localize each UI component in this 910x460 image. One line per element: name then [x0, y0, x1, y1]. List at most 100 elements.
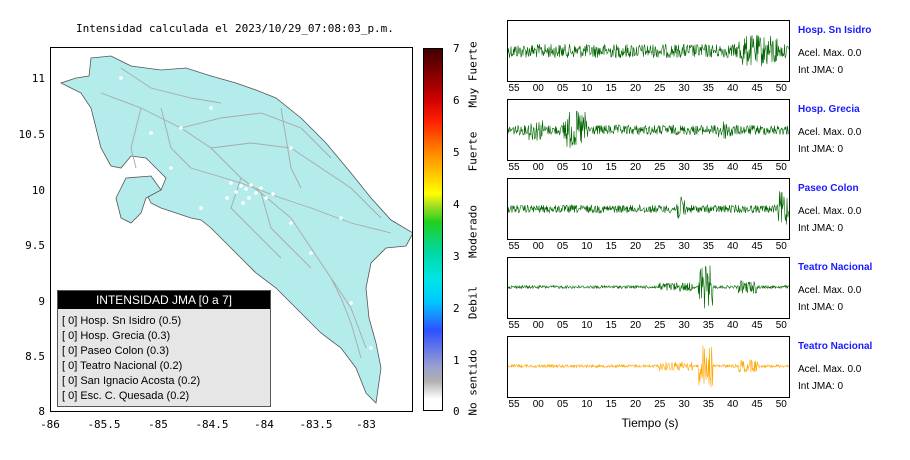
time-tick: 25	[654, 83, 666, 94]
time-tick: 10	[581, 162, 593, 173]
time-tick: 30	[678, 399, 690, 410]
map-y-tick: 11	[31, 72, 45, 85]
waveform-trace	[508, 191, 789, 225]
time-tick: 05	[557, 320, 569, 331]
waveform-trace	[508, 110, 789, 148]
time-tick: 50	[775, 83, 787, 94]
time-tick: 00	[532, 162, 544, 173]
time-tick: 00	[532, 320, 544, 331]
time-tick: 15	[605, 241, 617, 252]
waveform-panel	[507, 257, 790, 319]
station-max-accel: Acel. Max. 0.0	[798, 364, 862, 375]
intensity-legend: INTENSIDAD JMA [0 a 7] [ 0] Hosp. Sn Isi…	[57, 290, 271, 407]
legend-item: [ 0] Paseo Colon (0.3)	[62, 345, 170, 357]
station-jma-intensity: Int JMA: 0	[798, 65, 844, 76]
station-jma-intensity: Int JMA: 0	[798, 302, 844, 313]
time-tick: 55	[508, 320, 520, 331]
time-tick: 20	[629, 320, 642, 331]
station-max-accel: Acel. Max. 0.0	[798, 127, 862, 138]
waveform-trace	[508, 265, 789, 309]
waveform-panel	[507, 99, 790, 161]
station-jma-intensity: Int JMA: 0	[798, 144, 844, 155]
time-tick: 15	[605, 162, 617, 173]
time-tick: 05	[557, 162, 569, 173]
time-tick: 40	[727, 399, 739, 410]
waveform-trace	[508, 35, 789, 67]
map-x-tick: -84.5	[195, 418, 229, 431]
colorbar-tick: 6	[453, 94, 460, 107]
time-tick: 35	[702, 241, 714, 252]
time-tick: 55	[508, 399, 520, 410]
map-y-tick: 9	[38, 295, 45, 308]
waveform-panel	[507, 20, 790, 82]
map-y-tick: 10.5	[18, 128, 46, 141]
legend-item: [ 0] Esc. C. Quesada (0.2)	[62, 390, 190, 402]
waveform-trace	[508, 345, 789, 388]
station-name: Hosp. Grecia	[798, 104, 860, 115]
colorbar-label: No sentido	[466, 349, 480, 416]
map-y-tick: 8.5	[25, 350, 45, 363]
time-tick: 40	[727, 83, 739, 94]
station-name: Teatro Nacional	[798, 341, 873, 352]
time-tick: 10	[581, 320, 593, 331]
time-tick: 10	[581, 399, 593, 410]
map-y-tick: 9.5	[25, 239, 45, 252]
time-tick: 45	[751, 241, 763, 252]
colorbar-label: Fuerte	[466, 131, 480, 172]
colorbar-tick: 3	[453, 250, 460, 263]
colorbar-label: Moderado	[466, 205, 480, 258]
station-name: Teatro Nacional	[798, 262, 873, 273]
time-tick: 55	[508, 83, 520, 94]
station-max-accel: Acel. Max. 0.0	[798, 48, 862, 59]
time-tick: 20	[629, 162, 642, 173]
legend-item: [ 0] Teatro Nacional (0.2)	[62, 360, 183, 372]
time-tick: 30	[678, 241, 690, 252]
time-tick: 25	[654, 162, 666, 173]
time-tick: 50	[775, 162, 787, 173]
time-tick: 50	[775, 399, 787, 410]
time-tick: 05	[557, 83, 569, 94]
colorbar-tick: 4	[453, 198, 460, 211]
map-y-tick: 10	[31, 184, 45, 197]
time-tick: 00	[532, 241, 544, 252]
time-tick: 25	[654, 399, 666, 410]
time-tick: 35	[702, 162, 714, 173]
time-tick: 30	[678, 162, 690, 173]
map-x-tick: -85	[148, 418, 168, 431]
time-tick: 50	[775, 320, 787, 331]
time-tick: 00	[532, 83, 544, 94]
station-max-accel: Acel. Max. 0.0	[798, 285, 862, 296]
time-tick: 40	[727, 320, 739, 331]
time-tick: 55	[508, 241, 520, 252]
time-tick: 25	[654, 241, 666, 252]
station-jma-intensity: Int JMA: 0	[798, 381, 844, 392]
map-x-tick: -85.5	[87, 418, 121, 431]
map-title: Intensidad calculada el 2023/10/29_07:08…	[76, 22, 394, 35]
time-tick: 45	[751, 83, 763, 94]
time-tick: 30	[678, 83, 690, 94]
station-name: Paseo Colon	[798, 183, 859, 194]
time-tick: 15	[605, 83, 617, 94]
station-jma-intensity: Int JMA: 0	[798, 223, 844, 234]
time-tick: 25	[654, 320, 666, 331]
colorbar-tick: 2	[453, 302, 460, 315]
colorbar-label: Muy Fuerte	[466, 41, 480, 108]
time-tick: 35	[702, 320, 714, 331]
time-tick: 45	[751, 162, 763, 173]
intensity-colorbar	[423, 48, 443, 411]
time-axis-label: Tiempo (s)	[621, 416, 679, 430]
colorbar-tick: 7	[453, 42, 460, 55]
time-tick: 20	[629, 83, 642, 94]
colorbar-tick: 0	[453, 405, 460, 418]
legend-title: INTENSIDAD JMA [0 a 7]	[58, 291, 270, 309]
costa-rica-map	[59, 55, 412, 404]
time-tick: 15	[605, 320, 617, 331]
road-network	[100, 67, 392, 359]
time-tick: 30	[678, 320, 690, 331]
costa-rica-land	[59, 55, 412, 404]
colorbar-tick: 1	[453, 354, 460, 367]
map-y-tick: 8	[38, 405, 45, 418]
legend-item: [ 0] Hosp. Grecia (0.3)	[62, 330, 171, 342]
legend-item: [ 0] Hosp. Sn Isidro (0.5)	[62, 315, 182, 327]
time-tick: 05	[557, 241, 569, 252]
